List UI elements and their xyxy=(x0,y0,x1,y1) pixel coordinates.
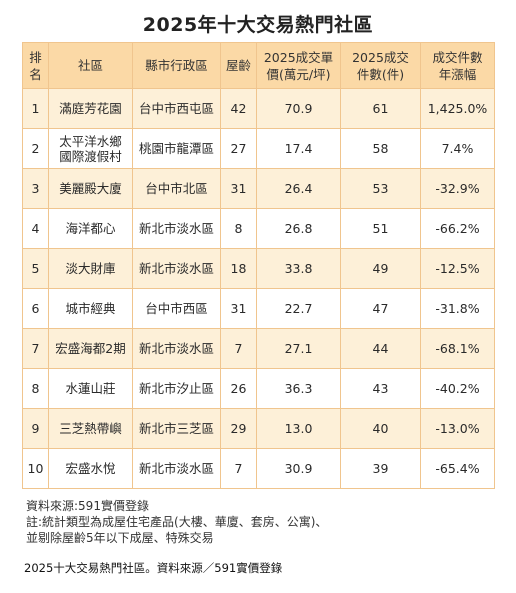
cell-price: 27.1 xyxy=(256,328,341,369)
table-row: 7 宏盛海都2期 新北市淡水區 7 27.1 44 -68.1% xyxy=(22,328,495,369)
footnote-line-1: 註:統計類型為成屋住宅產品(大樓、華廈、套房、公寓)、 xyxy=(26,515,328,529)
cell-community: 宏盛海都2期 xyxy=(48,328,133,369)
table-row: 10 宏盛水悅 新北市淡水區 7 30.9 39 -65.4% xyxy=(22,448,495,489)
cell-growth: -68.1% xyxy=(420,328,495,369)
cell-age: 26 xyxy=(220,368,257,409)
cell-district: 新北市淡水區 xyxy=(132,448,221,489)
cell-community: 淡大財庫 xyxy=(48,248,133,289)
cell-price: 30.9 xyxy=(256,448,341,489)
cell-growth: -66.2% xyxy=(420,208,495,249)
cell-community: 宏盛水悅 xyxy=(48,448,133,489)
cell-price: 33.8 xyxy=(256,248,341,289)
cell-price: 17.4 xyxy=(256,128,341,169)
cell-price: 70.9 xyxy=(256,88,341,129)
cell-rank: 3 xyxy=(22,168,49,209)
header-community: 社區 xyxy=(48,42,133,89)
table-row: 6 城市經典 台中市西區 31 22.7 47 -31.8% xyxy=(22,288,495,329)
table-row: 1 滿庭芳花園 台中市西屯區 42 70.9 61 1,425.0% xyxy=(22,88,495,129)
cell-price: 26.8 xyxy=(256,208,341,249)
cell-community: 滿庭芳花園 xyxy=(48,88,133,129)
cell-growth: -40.2% xyxy=(420,368,495,409)
table-row: 2 太平洋水鄉國際渡假村 桃園市龍潭區 27 17.4 58 7.4% xyxy=(22,128,495,169)
cell-growth: -31.8% xyxy=(420,288,495,329)
cell-community: 城市經典 xyxy=(48,288,133,329)
cell-count: 43 xyxy=(340,368,421,409)
cell-growth: 7.4% xyxy=(420,128,495,169)
source-note: 資料來源:591實價登錄 xyxy=(26,499,149,513)
cell-price: 22.7 xyxy=(256,288,341,329)
cell-age: 18 xyxy=(220,248,257,289)
cell-price: 13.0 xyxy=(256,408,341,449)
cell-count: 51 xyxy=(340,208,421,249)
cell-age: 29 xyxy=(220,408,257,449)
cell-growth: -13.0% xyxy=(420,408,495,449)
cell-district: 新北市汐止區 xyxy=(132,368,221,409)
cell-district: 台中市北區 xyxy=(132,168,221,209)
cell-price: 26.4 xyxy=(256,168,341,209)
cell-age: 7 xyxy=(220,448,257,489)
cell-count: 44 xyxy=(340,328,421,369)
cell-rank: 1 xyxy=(22,88,49,129)
header-district: 縣市行政區 xyxy=(132,42,221,89)
cell-rank: 6 xyxy=(22,288,49,329)
header-growth: 成交件數年漲幅 xyxy=(420,42,495,89)
ranking-table: 排名 社區 縣市行政區 屋齡 2025成交單價(萬元/坪) 2025成交件數(件… xyxy=(22,42,495,489)
cell-count: 47 xyxy=(340,288,421,329)
cell-rank: 9 xyxy=(22,408,49,449)
header-count: 2025成交件數(件) xyxy=(340,42,421,89)
cell-growth: -12.5% xyxy=(420,248,495,289)
cell-community: 美麗殿大廈 xyxy=(48,168,133,209)
cell-count: 40 xyxy=(340,408,421,449)
cell-district: 新北市淡水區 xyxy=(132,248,221,289)
cell-count: 49 xyxy=(340,248,421,289)
image-caption: 2025十大交易熱門社區。資料來源／591實價登錄 xyxy=(24,561,283,575)
cell-growth: 1,425.0% xyxy=(420,88,495,129)
cell-age: 31 xyxy=(220,288,257,329)
table-row: 5 淡大財庫 新北市淡水區 18 33.8 49 -12.5% xyxy=(22,248,495,289)
cell-community: 太平洋水鄉國際渡假村 xyxy=(48,128,133,169)
cell-district: 新北市淡水區 xyxy=(132,208,221,249)
cell-district: 新北市淡水區 xyxy=(132,328,221,369)
table-row: 9 三芝熱帶嶼 新北市三芝區 29 13.0 40 -13.0% xyxy=(22,408,495,449)
table-row: 4 海洋都心 新北市淡水區 8 26.8 51 -66.2% xyxy=(22,208,495,249)
table-header-row: 排名 社區 縣市行政區 屋齡 2025成交單價(萬元/坪) 2025成交件數(件… xyxy=(22,42,495,89)
notes-block: 資料來源:591實價登錄 註:統計類型為成屋住宅產品(大樓、華廈、套房、公寓)、… xyxy=(26,498,496,546)
cell-age: 8 xyxy=(220,208,257,249)
cell-price: 36.3 xyxy=(256,368,341,409)
cell-count: 39 xyxy=(340,448,421,489)
cell-age: 7 xyxy=(220,328,257,369)
cell-rank: 10 xyxy=(22,448,49,489)
header-rank: 排名 xyxy=(22,42,49,89)
header-price: 2025成交單價(萬元/坪) xyxy=(256,42,341,89)
cell-growth: -65.4% xyxy=(420,448,495,489)
cell-district: 台中市西區 xyxy=(132,288,221,329)
cell-rank: 2 xyxy=(22,128,49,169)
table-row: 8 水蓮山莊 新北市汐止區 26 36.3 43 -40.2% xyxy=(22,368,495,409)
cell-district: 新北市三芝區 xyxy=(132,408,221,449)
cell-community: 三芝熱帶嶼 xyxy=(48,408,133,449)
cell-age: 42 xyxy=(220,88,257,129)
header-age: 屋齡 xyxy=(220,42,257,89)
cell-age: 27 xyxy=(220,128,257,169)
page-title: 2025年十大交易熱門社區 xyxy=(142,14,374,36)
cell-age: 31 xyxy=(220,168,257,209)
cell-rank: 5 xyxy=(22,248,49,289)
cell-count: 53 xyxy=(340,168,421,209)
cell-community: 水蓮山莊 xyxy=(48,368,133,409)
cell-count: 58 xyxy=(340,128,421,169)
cell-count: 61 xyxy=(340,88,421,129)
table-row: 3 美麗殿大廈 台中市北區 31 26.4 53 -32.9% xyxy=(22,168,495,209)
cell-community: 海洋都心 xyxy=(48,208,133,249)
cell-district: 台中市西屯區 xyxy=(132,88,221,129)
cell-rank: 4 xyxy=(22,208,49,249)
cell-rank: 8 xyxy=(22,368,49,409)
cell-rank: 7 xyxy=(22,328,49,369)
cell-growth: -32.9% xyxy=(420,168,495,209)
footnote-line-2: 並剔除屋齡5年以下成屋、特殊交易 xyxy=(26,531,214,545)
cell-district: 桃園市龍潭區 xyxy=(132,128,221,169)
